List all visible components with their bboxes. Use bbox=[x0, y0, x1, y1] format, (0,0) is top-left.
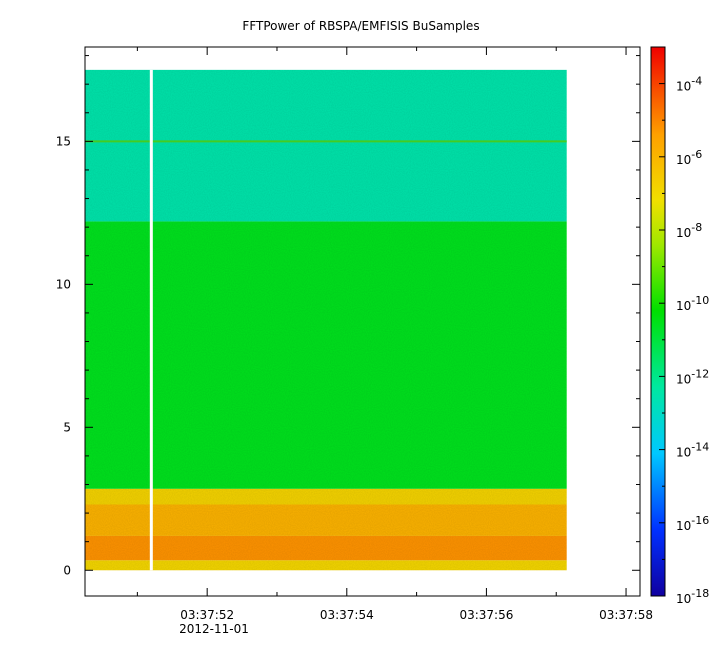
colorbar-tick-label: 10-6 bbox=[676, 148, 702, 167]
colorbar-tick-base: 10 bbox=[676, 299, 691, 313]
x-tick-label: 03:37:56 bbox=[459, 608, 513, 622]
colorbar-tick-label: 10-18 bbox=[676, 587, 709, 606]
x-tick-label: 03:37:54 bbox=[320, 608, 374, 622]
colorbar bbox=[650, 46, 666, 597]
colorbar-tick-exponent: -16 bbox=[691, 514, 709, 527]
colorbar-tick-exponent: -4 bbox=[691, 75, 702, 88]
data-gap bbox=[149, 69, 153, 571]
colorbar-tick-base: 10 bbox=[676, 80, 691, 94]
spectrogram-image bbox=[85, 69, 567, 571]
y-tick-label: 10 bbox=[56, 277, 71, 291]
colorbar-tick-label: 10-10 bbox=[676, 294, 709, 313]
colorbar-tick-label: 10-14 bbox=[676, 441, 709, 460]
x-date-label: 2012-11-01 bbox=[179, 622, 249, 636]
colorbar-tick-exponent: -10 bbox=[691, 294, 709, 307]
colorbar-tick-base: 10 bbox=[676, 153, 691, 167]
y-tick-label: 15 bbox=[56, 134, 71, 148]
colorbar-tick-base: 10 bbox=[676, 592, 691, 606]
colorbar-tick-exponent: -18 bbox=[691, 587, 709, 600]
colorbar-tick-label: 10-8 bbox=[676, 221, 702, 240]
plot-frame bbox=[84, 46, 641, 597]
colorbar-tick-base: 10 bbox=[676, 519, 691, 533]
colorbar-tick-label: 10-12 bbox=[676, 367, 709, 386]
colorbar-tick-base: 10 bbox=[676, 372, 691, 386]
chart-title: FFTPower of RBSPA/EMFISIS BuSamples bbox=[242, 19, 479, 33]
y-tick-label: 5 bbox=[63, 420, 71, 434]
colorbar-tick-base: 10 bbox=[676, 446, 691, 460]
heatmap-texture bbox=[85, 69, 567, 571]
colorbar-gradient bbox=[650, 46, 666, 597]
colorbar-tick-base: 10 bbox=[676, 226, 691, 240]
colorbar-tick-label: 10-16 bbox=[676, 514, 709, 533]
colorbar-tick-exponent: -8 bbox=[691, 221, 702, 234]
colorbar-tick-exponent: -12 bbox=[691, 367, 709, 380]
colorbar-tick-exponent: -14 bbox=[691, 441, 709, 454]
y-tick-label: 0 bbox=[63, 563, 71, 577]
colorbar-tick-label: 10-4 bbox=[676, 75, 702, 94]
colorbar-tick-exponent: -6 bbox=[691, 148, 702, 161]
x-tick-label: 03:37:52 bbox=[180, 608, 234, 622]
x-tick-label: 03:37:58 bbox=[599, 608, 653, 622]
